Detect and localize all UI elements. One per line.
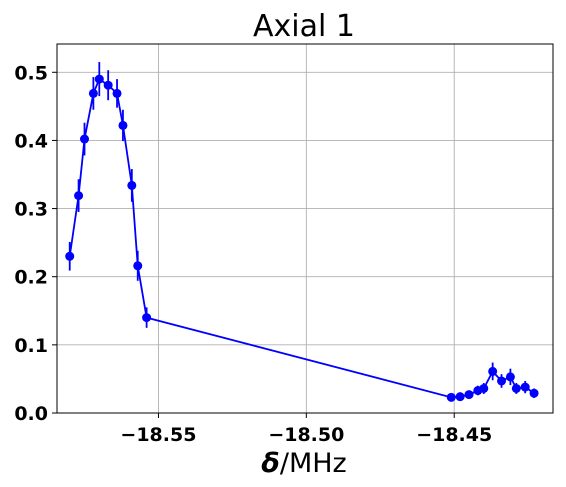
x-tick-label: −18.50 [268,424,344,446]
x-axis-label: δ/MHz [261,448,346,479]
data-point [479,383,489,393]
data-point [520,382,530,392]
data-point [497,376,507,386]
data-point [511,383,521,393]
y-tick-label: 0.2 [14,267,48,289]
x-tick-label: −18.45 [416,424,492,446]
data-series [65,62,539,402]
x-axis-label-unit: /MHz [280,448,347,479]
data-point [488,366,498,376]
chart-title: Axial 1 [253,9,355,44]
data-point [446,392,456,402]
y-tick-label: 0.1 [14,335,48,357]
y-tick-label: 0.4 [14,130,48,152]
data-point [142,313,152,323]
series-line [68,77,535,399]
data-point [529,388,539,398]
data-point [103,80,113,90]
plot-frame [56,43,554,414]
data-point [88,88,98,98]
data-point [112,88,122,98]
y-tick-label: 0.0 [14,403,48,425]
data-point [464,390,474,400]
data-point [133,261,143,271]
data-point [94,74,104,84]
axis-ticks: 0.0 0.1 0.2 0.3 0.4 0.5 −18.55 −18.50 −18.45 [14,62,492,446]
x-tick-label: −18.55 [120,424,196,446]
data-point [127,180,137,190]
data-point [118,120,128,130]
data-point [74,191,84,201]
y-tick-label: 0.3 [14,199,48,221]
x-axis-label-symbol: δ [261,448,280,479]
data-point [455,392,465,402]
data-point [80,134,90,144]
data-point [505,372,515,382]
y-tick-label: 0.5 [14,62,48,84]
data-point [65,251,75,261]
grid-lines [57,44,553,414]
